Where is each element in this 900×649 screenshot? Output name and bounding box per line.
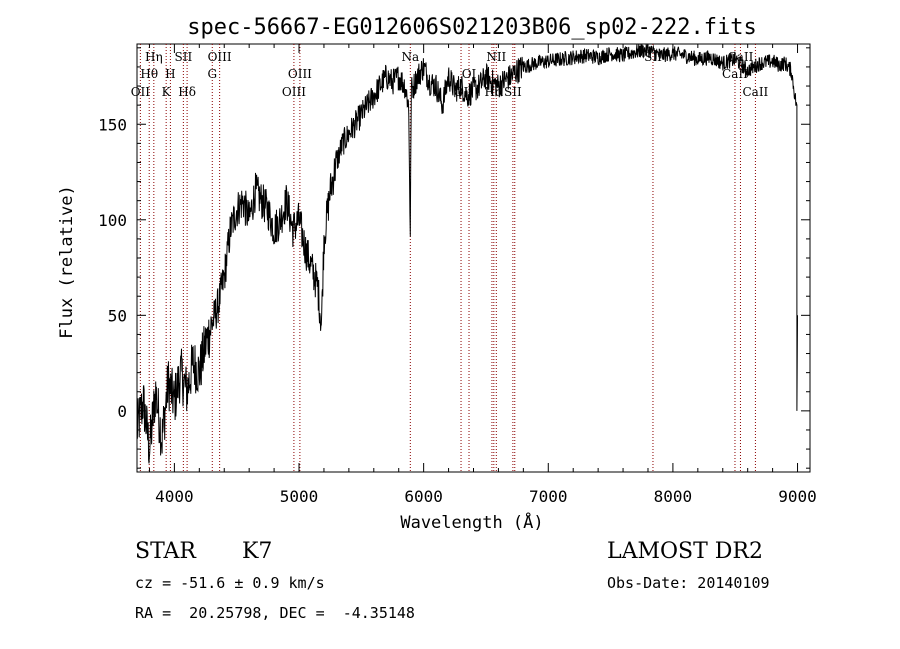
- chart-title: spec-56667-EG012606S021203B06_sp02-222.f…: [187, 15, 757, 40]
- y-tick-label: 150: [98, 115, 127, 134]
- y-tick-label: 100: [98, 211, 127, 230]
- line-label: H: [165, 67, 175, 81]
- x-tick-label: 6000: [404, 487, 443, 506]
- line-label: G: [207, 67, 217, 81]
- line-label: K: [162, 85, 172, 99]
- observation-date: Obs-Date: 20140109: [607, 574, 770, 592]
- line-label: NII: [486, 50, 506, 64]
- line-label: Hδ: [178, 85, 196, 99]
- line-label: SII: [504, 85, 522, 99]
- line-label: Hθ: [140, 67, 158, 81]
- x-tick-label: 9000: [778, 487, 817, 506]
- line-label: OII: [131, 85, 151, 99]
- plot-frame: [136, 43, 811, 473]
- line-label: OIII: [208, 50, 232, 64]
- x-axis-label: Wavelength (Å): [400, 511, 543, 533]
- line-label: Na: [401, 50, 419, 64]
- y-axis: 0 50 100 150: [98, 47, 810, 469]
- coordinates: RA = 20.25798, DEC = -4.35148: [135, 604, 415, 622]
- line-label: SII: [175, 50, 193, 64]
- y-tick-label: 0: [117, 402, 127, 421]
- x-tick-label: 4000: [155, 487, 194, 506]
- object-class: STAR: [135, 539, 196, 564]
- line-label: CaII: [742, 85, 768, 99]
- y-tick-label: 50: [108, 306, 127, 325]
- spectral-line-markers: [139, 44, 756, 472]
- line-label: OIII: [282, 85, 306, 99]
- y-axis-label: Flux (relative): [57, 185, 77, 339]
- spectrum-series-line: [136, 43, 798, 464]
- line-label: CaII: [722, 67, 748, 81]
- x-axis: 4000 5000 6000 7000 8000 9000: [148, 44, 817, 506]
- object-subclass: K7: [242, 539, 273, 564]
- x-tick-label: 8000: [654, 487, 693, 506]
- redshift-cz: cz = -51.6 ± 0.9 km/s: [135, 574, 325, 592]
- survey-name: LAMOST DR2: [607, 539, 763, 564]
- line-label: Hη: [145, 50, 163, 64]
- x-tick-label: 7000: [529, 487, 568, 506]
- x-tick-label: 5000: [280, 487, 319, 506]
- line-label: OIII: [288, 67, 312, 81]
